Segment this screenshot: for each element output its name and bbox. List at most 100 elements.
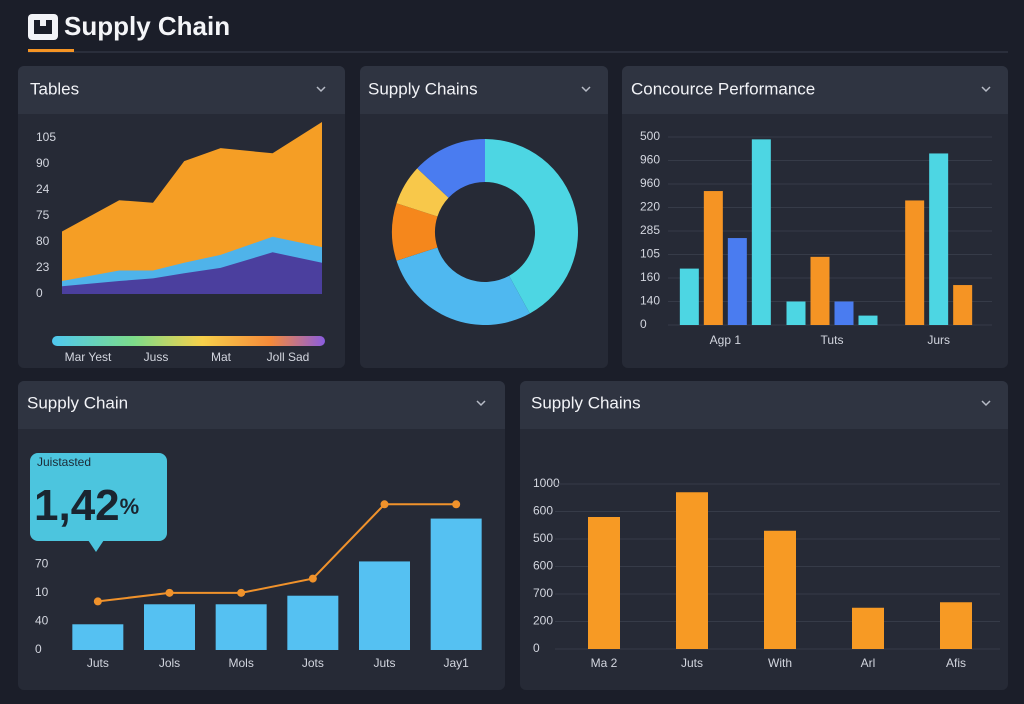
bar: [679, 268, 699, 325]
bar: [905, 200, 925, 325]
bar: [287, 595, 339, 650]
scale-label: Juss: [144, 350, 169, 364]
bar: [940, 602, 972, 649]
chevron[interactable]: [476, 400, 486, 407]
scale-label: Joll Sad: [267, 350, 310, 364]
panel-title: Supply Chains: [531, 393, 641, 412]
callout-unit: %: [120, 494, 140, 519]
logo-mark: [34, 20, 52, 34]
x-tick-label: Juts: [681, 656, 703, 670]
x-tick-label: Tuts: [821, 333, 844, 347]
bar: [703, 191, 723, 325]
panel-title: Supply Chains: [368, 79, 478, 98]
panel-title: Tables: [30, 79, 79, 98]
y-tick-label: 500: [640, 129, 660, 143]
chevron[interactable]: [316, 86, 326, 93]
x-tick-label: Agp 1: [710, 333, 742, 347]
y-tick-label: 1000: [533, 476, 560, 490]
y-tick-label: 140: [640, 294, 660, 308]
panel-title: Concource Performance: [631, 79, 815, 98]
x-tick-label: Arl: [861, 656, 876, 670]
line: [97, 503, 457, 603]
y-tick-label: 105: [36, 130, 56, 144]
scale-label: Mar Yest: [65, 350, 112, 364]
charts: 0 23 80 75 24 90 105 Mar Yest Juss Mat Joll Sad 0 14…: [35, 122, 1000, 670]
pie-segment: [417, 139, 485, 198]
y-tick-label: 90: [36, 156, 50, 170]
page-title: Supply Chain: [64, 11, 230, 41]
y-tick-label: 600: [533, 504, 553, 518]
title-underline: [28, 49, 74, 52]
callout-label: Juistasted: [37, 455, 91, 469]
chevron[interactable]: [981, 400, 991, 407]
y-tick-label: 0: [36, 286, 43, 300]
bar: [144, 604, 195, 650]
x-tick-label: Juts: [373, 656, 395, 670]
pie-segment: [485, 139, 579, 314]
bar: [858, 315, 878, 325]
line-point: [452, 500, 461, 509]
chevron[interactable]: [581, 86, 591, 93]
y-tick-label: 960: [640, 176, 660, 190]
bar: [430, 518, 482, 650]
line-point: [93, 597, 102, 606]
bar: [727, 238, 747, 325]
pie-segment: [396, 247, 530, 326]
x-tick-label: Jots: [302, 656, 324, 670]
x-tick-label: Jols: [159, 656, 180, 670]
bar: [953, 285, 973, 325]
y-tick-label: 200: [533, 614, 553, 628]
x-tick-label: Mols: [228, 656, 253, 670]
y-tick-label: 40: [35, 614, 49, 628]
y-tick-label: 0: [640, 317, 647, 331]
bar: [215, 604, 267, 650]
panel-title: Supply Chain: [27, 393, 128, 412]
bar: [359, 561, 410, 650]
scale-label: Mat: [211, 350, 232, 364]
y-tick-label: 0: [533, 641, 540, 655]
bar: [72, 624, 124, 650]
y-tick-label: 75: [36, 208, 50, 222]
y-tick-label: 285: [640, 223, 660, 237]
line-point: [308, 574, 317, 583]
color-scale: [52, 336, 325, 346]
y-tick-label: 600: [533, 559, 553, 573]
y-tick-label: 70: [35, 556, 49, 570]
line-point: [380, 500, 389, 509]
bar: [810, 256, 830, 325]
bar: [764, 530, 796, 649]
y-tick-label: 500: [533, 531, 553, 545]
x-tick-label: Ma 2: [591, 656, 618, 670]
pie-segment: [396, 168, 449, 217]
x-tick-label: Afis: [946, 656, 966, 670]
y-tick-label: 700: [533, 586, 553, 600]
bar: [929, 153, 949, 325]
area: [62, 252, 322, 294]
y-tick-label: 160: [640, 270, 660, 284]
y-tick-label: 10: [35, 585, 49, 599]
y-tick-label: 220: [640, 200, 660, 214]
y-tick-label: 960: [640, 153, 660, 167]
bar: [834, 301, 854, 325]
callout: Juistasted 1,42%: [30, 453, 167, 552]
bar: [676, 492, 708, 649]
x-tick-label: Jurs: [927, 333, 950, 347]
x-tick-label: Juts: [87, 656, 109, 670]
y-tick-label: 0: [35, 642, 42, 656]
bar: [751, 139, 771, 325]
y-tick-label: 80: [36, 234, 50, 248]
bar: [852, 607, 884, 649]
y-tick-label: 23: [36, 260, 50, 274]
x-tick-label: With: [768, 656, 792, 670]
y-tick-label: 24: [36, 182, 50, 196]
chevron[interactable]: [981, 86, 991, 93]
x-tick-label: Jay1: [443, 656, 469, 670]
callout-value: 1,42%: [34, 481, 139, 530]
bar: [588, 517, 620, 649]
pie-segment: [391, 203, 438, 261]
line-point: [165, 588, 174, 597]
bar: [786, 301, 806, 325]
line-point: [237, 588, 246, 597]
